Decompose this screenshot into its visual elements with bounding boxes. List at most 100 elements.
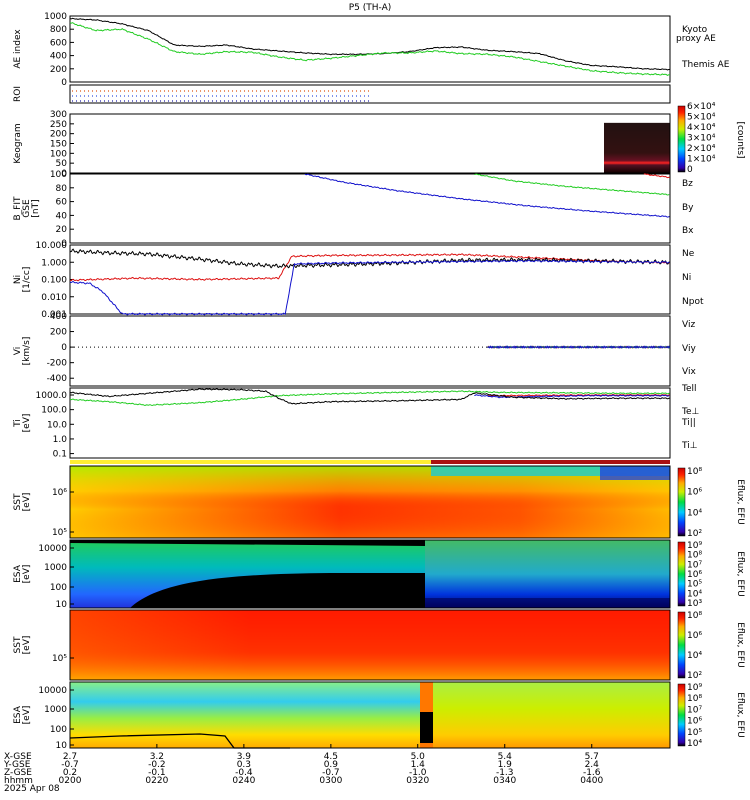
sst-i-ylabel: SST — [13, 636, 23, 653]
keogram-image — [604, 122, 670, 173]
sst-e-panel-frame — [69, 465, 671, 539]
ae-legend-proxy: proxy AE — [676, 34, 716, 44]
bfit-series-by — [474, 173, 670, 196]
bfit-ytick-label: 20 — [56, 225, 68, 235]
esa-i-ytick-label: 10000 — [38, 686, 67, 696]
bfit-ytick-label: 60 — [56, 198, 68, 208]
esa-e-colorbar-tick: 10⁴ — [687, 589, 702, 599]
ni-ytick-label: 0.010 — [41, 293, 67, 303]
xaxis-row-label: hhmm — [4, 776, 33, 786]
bfit-legend-by: By — [682, 203, 694, 213]
xaxis-tick-label: 1.4 — [411, 760, 426, 770]
mode-bar-fast — [431, 460, 670, 464]
sst-i-overlay — [70, 610, 670, 680]
xaxis-tick-label: 0.2 — [63, 768, 77, 778]
xaxis-row-label: X-GSE — [4, 752, 32, 762]
ni-series-ne — [69, 253, 670, 282]
ti-legend-tipar: Ti|| — [681, 418, 696, 428]
bfit-ylabel: B_FIT — [13, 196, 23, 221]
xaxis-tick-label: 3.2 — [150, 752, 164, 762]
bfit-panel-frame — [69, 173, 671, 244]
esa-i-panel-frame — [69, 681, 671, 749]
esa-e-ylabel: ESA — [13, 564, 23, 583]
sst-i-ylabel: [eV] — [22, 636, 32, 655]
vi-ytick-label: 400 — [50, 312, 67, 322]
esa-e-panel-frame — [69, 539, 671, 609]
sst-i-panel-frame — [69, 609, 671, 681]
xaxis-tick-label: 0340 — [493, 776, 516, 786]
esa-e-colorbar-tick: 10⁹ — [687, 541, 702, 551]
esa-e-ytick-label: 100 — [50, 583, 67, 593]
ae-ytick-label: 0 — [61, 78, 67, 88]
ae-series-kyoto — [69, 22, 671, 76]
ni-ytick-label: 0.001 — [41, 310, 67, 320]
sst-i-colorbar-label: Eflux, EFU — [735, 622, 745, 668]
esa-e-ytick-label: 10000 — [38, 544, 67, 554]
sst-e-colorbar-label: Eflux, EFU — [735, 479, 745, 525]
xaxis-tick-label: -1.0 — [409, 768, 427, 778]
keogram-ytick-label: 150 — [50, 140, 67, 150]
esa-e-colorbar — [677, 541, 686, 607]
xaxis-tick-label: 0320 — [406, 776, 429, 786]
xaxis-tick-label: 0240 — [232, 776, 255, 786]
ti-series — [487, 393, 670, 397]
sst-e-top-band — [431, 466, 670, 476]
xaxis-tick-label: -0.1 — [148, 768, 166, 778]
vi-legend-viz: Viz — [682, 320, 695, 330]
bfit-ytick-label: 80 — [56, 184, 68, 194]
esa-i-colorbar-tick: 10⁸ — [687, 694, 702, 704]
xaxis-tick-label: -0.2 — [148, 760, 166, 770]
esa-i-ylabel: [eV] — [22, 706, 32, 725]
esa-i-colorbar-tick: 10⁹ — [687, 683, 702, 693]
ti-series — [474, 394, 670, 399]
plot-title: P5 (TH-A) — [349, 3, 392, 13]
vi-ylabel: Vi — [13, 347, 23, 355]
keogram-colorbar-tick: 0 — [687, 165, 693, 175]
vi-ytick-label: 0 — [61, 343, 67, 353]
ae-legend-themis: Themis AE — [681, 60, 730, 70]
keogram-colorbar-tick: 4×10⁴ — [687, 123, 716, 133]
bfit-ytick-label: 0 — [61, 239, 67, 249]
mode-bar-slow — [70, 460, 431, 464]
sst-i-colorbar-tick: 10² — [687, 671, 702, 681]
xaxis-tick-label: -0.7 — [322, 768, 340, 778]
ti-series — [69, 390, 670, 407]
vi-ytick-label: -400 — [47, 374, 68, 384]
ti-ytick-label: 1000.0 — [36, 391, 68, 401]
roi-panel-frame — [69, 84, 671, 104]
keogram-colorbar-tick: 5×10⁴ — [687, 113, 716, 123]
ae-ytick-label: 800 — [50, 25, 67, 35]
esa-e-colorbar-tick: 10⁶ — [687, 570, 702, 580]
sst-e-colorbar-tick: 10⁴ — [687, 508, 702, 518]
keogram-colorbar-tick: 2×10⁴ — [687, 144, 716, 154]
esa-i-colorbar-tick: 10⁷ — [687, 705, 702, 715]
bfit-ytick-label: 40 — [56, 211, 68, 221]
sst-i-colorbar-tick: 10⁸ — [687, 611, 702, 621]
xaxis-tick-label: 5.4 — [498, 752, 513, 762]
ae-ytick-label: 400 — [50, 52, 67, 62]
esa-i-colorbar-label: Eflux, EFU — [735, 692, 745, 738]
ae-ylabel: AE index — [13, 29, 23, 69]
roi-ylabel: ROI — [13, 86, 23, 102]
vi-panel-frame — [69, 315, 671, 387]
sst-i-colorbar-tick: 10⁴ — [687, 651, 702, 661]
esa-e-colorbar-tick: 10⁷ — [687, 560, 702, 570]
xaxis-tick-label: 1.9 — [498, 760, 513, 770]
esa-e-ytick-label: 1000 — [44, 563, 67, 573]
ti-ytick-label: 10.0 — [47, 420, 67, 430]
xaxis-tick-label: -1.6 — [583, 768, 601, 778]
xaxis-tick-label: 0300 — [319, 776, 342, 786]
esa-e-ytick-label: 10 — [56, 600, 68, 610]
ni-ylabel: Ni — [13, 275, 23, 284]
sst-i-colorbar — [677, 611, 686, 679]
ti-ytick-label: 100.0 — [41, 406, 67, 416]
ti-ylabel: Ti — [13, 419, 23, 428]
esa-e-bottom-band — [425, 598, 670, 608]
vi-series-vix — [487, 345, 671, 349]
esa-i-image-left — [70, 682, 420, 748]
ni-legend-ne: Ne — [682, 249, 695, 259]
keogram-colorbar-tick: 3×10⁴ — [687, 134, 716, 144]
ti-legend-teperp: Te⊥ — [681, 407, 700, 417]
